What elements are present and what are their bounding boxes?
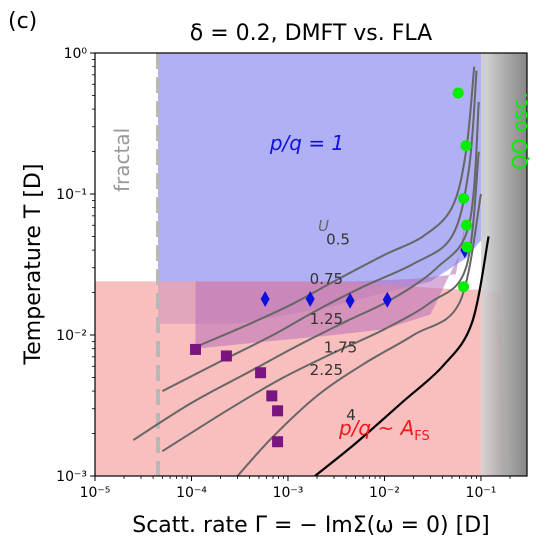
plot-frame (94, 52, 528, 477)
annotation-qo-osc: QO osc. (508, 92, 532, 170)
green-marker-2 (458, 192, 470, 204)
purple-marker-1 (220, 350, 232, 362)
curve-label-1: 0.75 (310, 270, 343, 288)
purple-marker-0 (189, 343, 201, 355)
curve-u-1.75 (161, 151, 480, 453)
panel-label: (c) (8, 9, 37, 34)
green-marker-1 (460, 140, 472, 152)
blue-marker-1 (305, 291, 315, 308)
x-tick-label-3: 10⁻² (369, 485, 400, 501)
annotation-fractal: fractal (110, 128, 134, 192)
y-tick-label-3: 10⁰ (64, 46, 88, 62)
curve-label-0: 0.5 (326, 230, 350, 248)
blue-marker-0 (260, 291, 270, 308)
x-tick-label-0: 10⁻⁵ (80, 485, 111, 501)
curve-label-2: 1.25 (310, 310, 343, 328)
green-marker-4 (461, 241, 473, 253)
curve-label-4: 2.25 (310, 361, 343, 379)
x-axis-label: Scatt. rate Γ = − ImΣ(ω = 0) [D] (132, 513, 490, 538)
x-tick-label-4: 10⁻¹ (466, 485, 497, 501)
purple-marker-2 (255, 367, 267, 379)
x-tick-label-2: 10⁻³ (273, 485, 304, 501)
data-markers (189, 87, 473, 448)
qo-osc-band (480, 53, 527, 476)
purple-marker-3 (266, 390, 278, 402)
annotation-pq1: p/q = 1 (269, 131, 344, 155)
green-marker-5 (458, 281, 470, 293)
green-marker-0 (452, 87, 464, 99)
blue-marker-2 (345, 292, 355, 309)
y-axis-label: Temperature T [D] (21, 164, 46, 366)
x-tick-label-1: 10⁻⁴ (176, 485, 207, 501)
blue-marker-3 (382, 291, 392, 308)
plot-area (95, 53, 527, 476)
curve-label-3: 1.75 (324, 339, 357, 357)
green-marker-3 (461, 219, 473, 231)
region-pq1 (158, 53, 485, 324)
curve-u-0.75 (161, 70, 478, 392)
annotation-pq-afs: p/q ~ AFS (338, 416, 430, 444)
y-tick-label-1: 10⁻² (56, 328, 87, 344)
axis-ticks: 10⁻⁵ 10⁻⁴ 10⁻³ 10⁻² 10⁻¹ 10⁻³ 10⁻² 10⁻¹ 10⁰ (56, 46, 511, 501)
curve-u-0.5 (191, 66, 476, 350)
curve-u-4 (314, 236, 490, 476)
purple-marker-5 (272, 436, 284, 448)
purple-marker-4 (272, 405, 284, 417)
y-tick-label-0: 10⁻³ (56, 469, 87, 485)
contour-title-u: U (318, 217, 329, 235)
curve-label-5: 4 (346, 406, 356, 424)
chart-title: δ = 0.2, DMFT vs. FLA (190, 21, 432, 46)
y-tick-label-2: 10⁻¹ (56, 187, 87, 203)
